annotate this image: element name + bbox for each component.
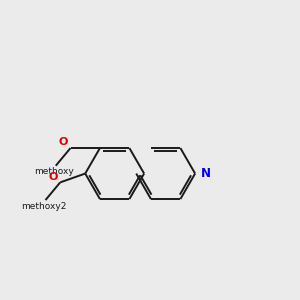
Text: O: O (49, 172, 58, 182)
Text: methoxy2: methoxy2 (21, 202, 67, 211)
Text: O: O (59, 136, 68, 147)
Text: methoxy: methoxy (34, 167, 74, 176)
Text: N: N (200, 167, 210, 180)
